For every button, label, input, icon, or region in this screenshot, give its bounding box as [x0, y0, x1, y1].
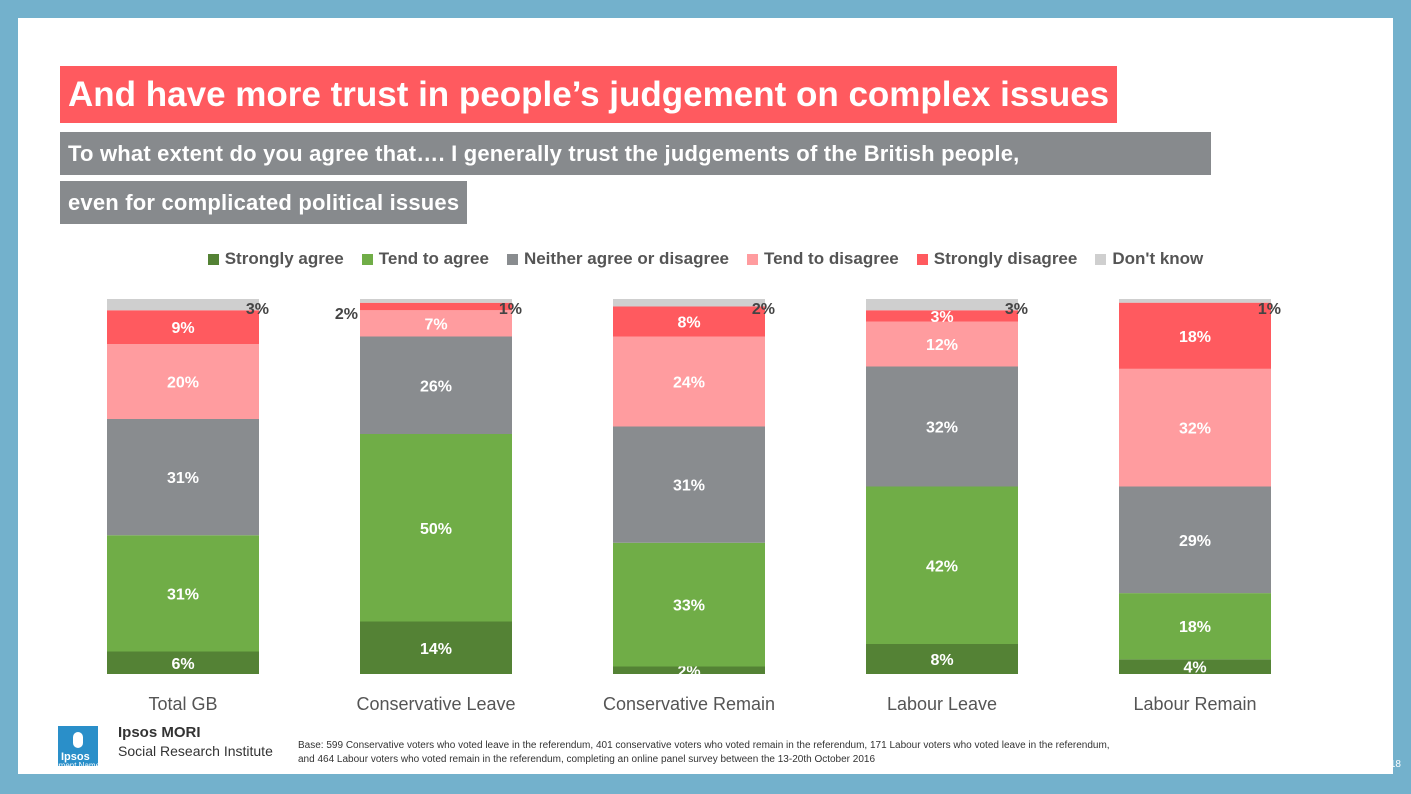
legend-item-5: Don't know: [1095, 249, 1203, 269]
bar-segment: [1119, 368, 1271, 487]
data-label: 12%: [926, 337, 958, 354]
org-name: Ipsos MORI: [118, 724, 201, 741]
bar-segment: [866, 486, 1018, 644]
legend-swatch: [361, 253, 373, 265]
data-label: 33%: [673, 598, 705, 615]
legend-item-1: Tend to agree: [361, 249, 489, 269]
category-label: Labour Leave: [887, 694, 997, 714]
bar-segment: [613, 666, 765, 674]
slide: And have more trust in people’s judgemen…: [18, 18, 1393, 774]
data-label: 4%: [1183, 660, 1206, 677]
legend-swatch: [916, 253, 928, 265]
legend-label: Don't know: [1112, 249, 1204, 268]
data-label: 29%: [1179, 533, 1211, 550]
data-label: 3%: [930, 309, 953, 326]
legend-swatch: [1095, 253, 1107, 265]
bar-segment: [107, 535, 259, 652]
data-label: 14%: [420, 641, 452, 658]
bar-segment: [107, 344, 259, 419]
data-label: 31%: [673, 478, 705, 495]
data-label: 31%: [167, 470, 199, 487]
legend-item-3: Tend to disagree: [746, 249, 899, 269]
bar-segment: [360, 434, 512, 622]
bar-segment: [866, 321, 1018, 367]
data-label: 6%: [171, 656, 194, 673]
legend-item-2: Neither agree or disagree: [506, 249, 729, 269]
legend-item-4: Strongly disagree: [916, 249, 1078, 269]
data-label: 42%: [926, 558, 958, 575]
page-title: And have more trust in people’s judgemen…: [60, 66, 1118, 123]
legend-swatch: [207, 253, 219, 265]
data-label: 32%: [926, 420, 958, 437]
chart-legend: Strongly agree Tend to agree Neither agree…: [18, 249, 1393, 269]
legend-label: Tend to agree: [378, 249, 489, 268]
data-label: 1%: [499, 301, 522, 318]
data-label: 26%: [420, 378, 452, 395]
subtitle-line-1: To what extent do you agree that…. I gen…: [60, 132, 1211, 175]
bar-segment: [360, 302, 512, 311]
bar-segment: [107, 310, 259, 344]
data-label: 2%: [752, 301, 775, 318]
legend-label: Strongly disagree: [933, 249, 1078, 268]
data-label: 50%: [420, 521, 452, 538]
category-label: Conservative Remain: [603, 694, 775, 714]
document-footer: Document Name Here | Month 2016| Version…: [40, 761, 533, 770]
legend-label: Strongly agree: [224, 249, 344, 268]
base-note-line-2: and 464 Labour voters who voted remain i…: [298, 754, 876, 765]
data-label: 20%: [167, 375, 199, 392]
bar-segment: [107, 651, 259, 674]
bar-segment: [107, 299, 259, 311]
category-label: Labour Remain: [1133, 694, 1256, 714]
bar-segment: [613, 299, 765, 307]
legend-swatch: [746, 253, 758, 265]
data-label: 2%: [335, 306, 358, 323]
page-number: 18: [1389, 759, 1401, 770]
data-label: 18%: [1179, 329, 1211, 346]
bar-segment: [107, 419, 259, 536]
legend-label: Tend to disagree: [763, 249, 899, 268]
legend-item-0: Strongly agree: [207, 249, 344, 269]
bar-segment: [866, 310, 1018, 322]
bar-segment: [613, 336, 765, 427]
data-label: 3%: [246, 301, 269, 318]
bar-segment: [1119, 299, 1271, 303]
stacked-bar-chart: 6% 31% 31% 20% 9% 3% Total GB 14% 50% 26% 7% 2% 1% Co…: [107, 299, 1281, 714]
data-label: 8%: [930, 652, 953, 669]
bar-segment: [360, 336, 512, 434]
bar-segment: [613, 542, 765, 667]
category-label: Conservative Leave: [356, 694, 515, 714]
bar-segment: [1119, 302, 1271, 369]
data-label: 1%: [1258, 301, 1281, 318]
bar-segment: [1119, 593, 1271, 660]
legend-swatch: [506, 253, 518, 265]
bar-segment: [1119, 659, 1271, 674]
data-label: 31%: [167, 586, 199, 603]
org-unit: Social Research Institute: [118, 743, 273, 759]
data-label: 8%: [677, 315, 700, 332]
bar-segment: [866, 366, 1018, 487]
bar-segment: [360, 310, 512, 337]
subtitle-line-2: even for complicated political issues: [60, 181, 468, 224]
ipsos-logo: Ipsos: [58, 726, 98, 766]
data-label: 3%: [1005, 301, 1028, 318]
category-label: Total GB: [148, 694, 217, 714]
base-note: Base: 599 Conservative voters who voted …: [298, 739, 1198, 767]
bar-segment: [866, 299, 1018, 311]
bar-segment: [1119, 486, 1271, 594]
data-label: 7%: [424, 316, 447, 333]
bar-segment: [866, 644, 1018, 674]
data-label: 24%: [673, 375, 705, 392]
base-note-line-1: Base: 599 Conservative voters who voted …: [298, 740, 1110, 751]
bar-segment: [360, 299, 512, 303]
data-label: 32%: [1179, 421, 1211, 438]
bar-segment: [360, 621, 512, 674]
data-label: 2%: [677, 663, 700, 680]
bar-segment: [613, 306, 765, 337]
organisation-name: Ipsos MORI Social Research Institute: [118, 724, 273, 759]
bar-segment: [613, 426, 765, 543]
data-label: 9%: [171, 320, 194, 337]
data-label: 18%: [1179, 619, 1211, 636]
legend-label: Neither agree or disagree: [523, 249, 729, 268]
